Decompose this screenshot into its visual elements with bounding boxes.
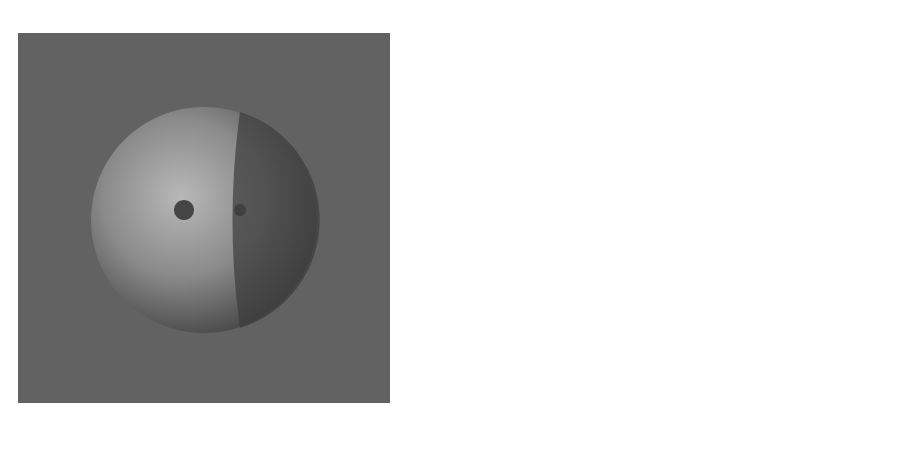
moon-image: [18, 33, 390, 403]
